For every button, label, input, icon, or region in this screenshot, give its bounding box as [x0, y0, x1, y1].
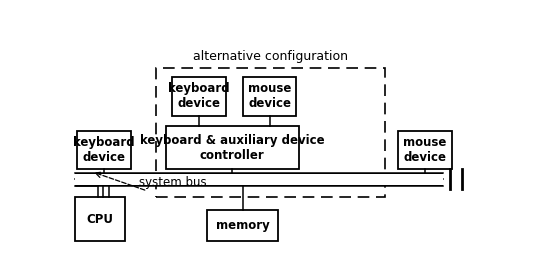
Bar: [166, 126, 299, 169]
Text: mouse
device: mouse device: [248, 82, 291, 110]
Text: keyboard
device: keyboard device: [73, 136, 135, 164]
Bar: [242, 77, 296, 116]
Text: memory: memory: [216, 219, 270, 232]
Text: keyboard & auxiliary device
controller: keyboard & auxiliary device controller: [140, 134, 325, 162]
Bar: [77, 130, 131, 169]
Bar: [75, 173, 443, 186]
Text: keyboard
device: keyboard device: [168, 82, 230, 110]
Text: CPU: CPU: [87, 213, 113, 225]
Text: system bus: system bus: [139, 176, 207, 189]
Bar: [208, 210, 278, 241]
Text: mouse
device: mouse device: [403, 136, 446, 164]
Bar: [75, 197, 124, 241]
Bar: [75, 174, 443, 185]
Text: alternative configuration: alternative configuration: [193, 50, 348, 63]
Bar: [172, 77, 226, 116]
Bar: [398, 130, 452, 169]
Bar: [156, 68, 386, 197]
